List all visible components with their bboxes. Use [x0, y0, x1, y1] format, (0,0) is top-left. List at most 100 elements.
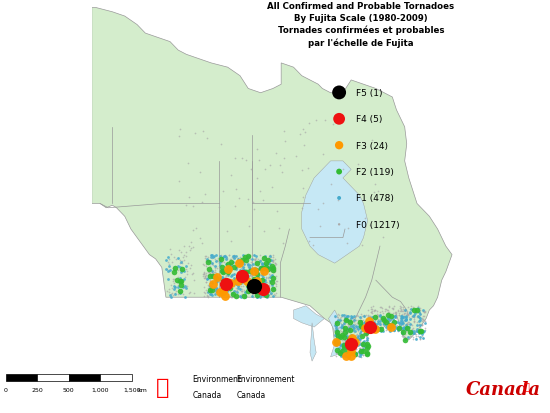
Point: [379, 317, 388, 324]
Text: 1,000: 1,000: [92, 387, 109, 392]
Point: [344, 322, 353, 329]
Point: [244, 196, 252, 202]
Point: [268, 278, 277, 284]
Point: [362, 334, 371, 341]
Point: [222, 277, 230, 283]
Point: [343, 313, 352, 320]
Point: [367, 327, 376, 334]
Point: [229, 288, 238, 294]
Point: [176, 276, 185, 282]
Point: [373, 320, 382, 326]
Point: [222, 254, 230, 260]
Point: [370, 190, 378, 196]
Point: [361, 318, 370, 325]
Point: [346, 348, 355, 355]
Point: [207, 269, 216, 275]
Text: 1,500: 1,500: [123, 387, 141, 392]
Point: [237, 270, 246, 276]
Point: [210, 253, 218, 259]
Point: [405, 329, 414, 336]
Point: [208, 254, 217, 261]
Point: [361, 326, 370, 332]
Point: [175, 287, 184, 294]
Point: [350, 314, 359, 320]
Point: [382, 306, 390, 312]
Point: [376, 320, 384, 327]
Point: [205, 288, 213, 295]
Point: [334, 340, 343, 347]
Point: [346, 328, 355, 334]
Point: [368, 303, 377, 310]
Point: [338, 312, 346, 319]
Point: [371, 326, 380, 333]
Point: [230, 204, 239, 210]
Point: [170, 280, 179, 287]
Point: [210, 285, 219, 291]
Point: [336, 335, 344, 341]
Point: [232, 264, 240, 271]
Point: [174, 247, 183, 254]
Point: [207, 286, 216, 293]
Point: [353, 337, 361, 344]
Point: [209, 262, 218, 269]
Point: [200, 273, 209, 280]
Point: [162, 288, 171, 294]
Point: [298, 168, 306, 174]
Point: [241, 292, 250, 299]
Point: [177, 267, 185, 273]
Point: [272, 261, 280, 268]
Point: [190, 290, 199, 297]
Point: [412, 327, 421, 334]
Point: [270, 261, 279, 267]
Point: [412, 314, 421, 320]
Point: [262, 264, 271, 271]
Point: [249, 252, 258, 259]
Point: [260, 282, 269, 289]
Point: [177, 259, 186, 265]
Point: [258, 254, 267, 261]
Point: [338, 347, 346, 353]
Point: [385, 328, 394, 335]
Point: [410, 318, 419, 325]
Point: [249, 294, 257, 300]
Point: [182, 266, 190, 273]
Point: [399, 307, 408, 314]
Point: [174, 284, 183, 290]
Point: [207, 270, 216, 276]
Point: [347, 318, 356, 325]
Point: [342, 331, 350, 338]
Point: [249, 290, 257, 297]
Point: [407, 306, 416, 313]
Point: [236, 280, 245, 287]
Point: [203, 292, 212, 299]
Point: [265, 255, 273, 262]
Point: [408, 326, 416, 333]
Point: [335, 312, 344, 318]
Point: [252, 267, 261, 273]
Point: [268, 252, 277, 259]
Point: [359, 346, 367, 353]
Point: [358, 346, 366, 353]
Point: [343, 329, 351, 335]
Point: [341, 317, 350, 323]
Point: [204, 259, 212, 265]
Point: [346, 349, 355, 355]
Point: [221, 282, 229, 288]
Point: [278, 240, 287, 247]
Point: [255, 289, 263, 295]
Point: [202, 275, 211, 282]
Point: [212, 279, 221, 286]
Point: [258, 197, 267, 203]
Point: [361, 330, 370, 336]
Point: [361, 330, 370, 337]
Point: [265, 280, 273, 286]
Point: [249, 272, 257, 278]
Point: [384, 323, 393, 329]
Point: [339, 326, 348, 333]
Point: [420, 317, 429, 323]
Point: [389, 323, 398, 330]
Point: [350, 328, 359, 335]
Point: [203, 289, 212, 296]
Point: [394, 324, 403, 331]
Point: [354, 349, 363, 356]
